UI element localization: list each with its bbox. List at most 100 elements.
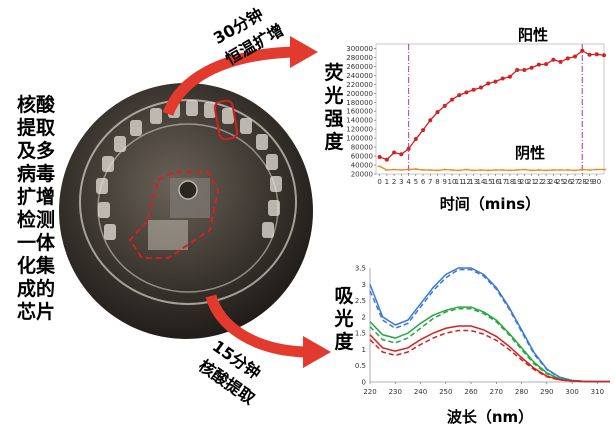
fluorescence-chart: 2000040000600008000010000012000014000016… bbox=[346, 26, 606, 213]
x-tick-label: 2 bbox=[392, 178, 396, 186]
x-tick-label: 4 bbox=[406, 178, 411, 186]
x-tick-label: 22 bbox=[534, 178, 543, 186]
x-tick-label: 1 bbox=[385, 178, 389, 186]
y-tick-label: 160000 bbox=[346, 108, 373, 116]
x-tick-label: 310 bbox=[591, 388, 604, 396]
x-tick-label: 23 bbox=[542, 178, 551, 186]
x-tick-label: 230 bbox=[389, 388, 402, 396]
data-point bbox=[428, 118, 433, 123]
chip-title-line: 成的 bbox=[16, 278, 55, 300]
spectrum-line bbox=[369, 307, 610, 383]
data-point bbox=[464, 90, 469, 95]
x-tick-label: 240 bbox=[414, 388, 427, 396]
fluorescence-ylabel: 荧光强度 bbox=[324, 62, 344, 153]
data-point bbox=[587, 52, 592, 57]
x-tick-label: 27 bbox=[571, 178, 580, 186]
chip-title-line: 病毒 bbox=[16, 163, 55, 185]
data-point bbox=[493, 79, 498, 84]
chip-photo bbox=[59, 83, 313, 339]
data-point bbox=[515, 68, 520, 72]
arrow-to-fluorescence bbox=[162, 36, 318, 117]
data-point bbox=[450, 97, 454, 102]
y-tick-label: 180000 bbox=[346, 99, 373, 107]
y-tick-label: 40000 bbox=[351, 162, 373, 170]
data-point bbox=[399, 152, 404, 157]
x-axis-label: 时间（mins） bbox=[440, 195, 540, 213]
y-tick-label: 20000 bbox=[351, 171, 373, 179]
chip-title-line: 一体 bbox=[16, 232, 55, 254]
x-tick-label: 12 bbox=[462, 178, 471, 186]
y-tick-label: 2.5 bbox=[355, 297, 366, 305]
x-axis-label: 波长（nm） bbox=[447, 408, 533, 426]
y-tick-label: 140000 bbox=[346, 117, 373, 125]
x-tick-label: 25 bbox=[556, 178, 565, 186]
data-point bbox=[602, 53, 606, 58]
x-tick-label: 30 bbox=[592, 178, 601, 186]
x-tick-label: 7 bbox=[428, 178, 432, 186]
y-tick-label: 0.5 bbox=[355, 362, 366, 370]
x-tick-label: 16 bbox=[491, 178, 500, 186]
data-point bbox=[500, 76, 505, 81]
data-point bbox=[573, 54, 578, 59]
plot-area bbox=[375, 43, 605, 175]
data-point bbox=[558, 59, 563, 64]
y-tick-label: 120000 bbox=[346, 126, 373, 134]
data-point bbox=[565, 56, 570, 61]
x-tick-label: 26 bbox=[563, 178, 572, 186]
x-tick-label: 20 bbox=[520, 178, 529, 186]
chip-title-line: 及多 bbox=[16, 140, 55, 162]
chip-title-line: 扩增 bbox=[16, 186, 55, 208]
x-tick-label: 11 bbox=[455, 178, 464, 186]
x-tick-label: 260 bbox=[464, 388, 477, 396]
absorbance-ylabel: 吸光度 bbox=[334, 285, 354, 353]
x-tick-label: 9 bbox=[443, 178, 447, 186]
data-point bbox=[536, 62, 541, 67]
chip-title-line: 核酸 bbox=[16, 94, 55, 116]
x-tick-label: 21 bbox=[527, 178, 536, 186]
data-point bbox=[384, 157, 389, 162]
y-tick-label: 280000 bbox=[346, 54, 373, 62]
y-tick-label: 0 bbox=[362, 379, 366, 387]
series-label-negative: 阴性 bbox=[515, 144, 545, 162]
data-point bbox=[522, 68, 527, 72]
y-tick-label: 220000 bbox=[346, 81, 373, 89]
x-tick-label: 270 bbox=[490, 388, 503, 396]
y-tick-label: 1.5 bbox=[355, 330, 366, 338]
x-tick-label: 24 bbox=[549, 178, 558, 186]
x-tick-label: 19 bbox=[513, 178, 522, 186]
x-tick-label: 29 bbox=[585, 178, 594, 186]
data-point bbox=[507, 74, 512, 79]
y-tick-label: 100000 bbox=[346, 135, 373, 143]
x-tick-label: 3 bbox=[399, 178, 403, 186]
y-tick-label: 60000 bbox=[351, 153, 373, 161]
data-point bbox=[478, 85, 483, 90]
data-point bbox=[392, 150, 397, 155]
data-point bbox=[486, 81, 491, 86]
y-tick-label: 3.5 bbox=[355, 265, 366, 273]
data-point bbox=[551, 57, 556, 62]
spectrum-line bbox=[369, 329, 610, 383]
x-tick-label: 6 bbox=[421, 178, 426, 186]
reaction-chambers bbox=[96, 100, 282, 240]
y-tick-label: 80000 bbox=[351, 144, 373, 152]
absorbance-chart: 0 0.5 1 1.5 2 2.5 3 3.5 220 230 240 250 260 270 280 290… bbox=[355, 265, 610, 426]
data-point bbox=[594, 52, 599, 57]
chip-title-line: 提取 bbox=[16, 117, 55, 139]
data-point bbox=[457, 93, 462, 98]
x-tick-label: 13 bbox=[469, 178, 478, 186]
y-tick-label: 240000 bbox=[346, 72, 373, 80]
series-line bbox=[379, 165, 604, 172]
data-point bbox=[529, 65, 534, 70]
y-tick-label: 1 bbox=[362, 346, 366, 354]
data-point bbox=[442, 103, 447, 108]
y-tick-label: 2 bbox=[362, 313, 366, 321]
chip-title-line: 芯片 bbox=[16, 301, 55, 323]
chip-title: 核酸 提取 及多 病毒 扩增 检测 一体 化集 成的 芯片 bbox=[12, 94, 60, 324]
y-tick-label: 300000 bbox=[346, 45, 373, 53]
arrow-to-absorbance bbox=[205, 294, 331, 368]
data-point bbox=[413, 137, 418, 142]
x-tick-label: 0 bbox=[377, 178, 381, 186]
spectrum-line bbox=[369, 268, 610, 383]
amplification-zone-outline bbox=[213, 99, 239, 141]
x-tick-label: 17 bbox=[498, 178, 507, 186]
